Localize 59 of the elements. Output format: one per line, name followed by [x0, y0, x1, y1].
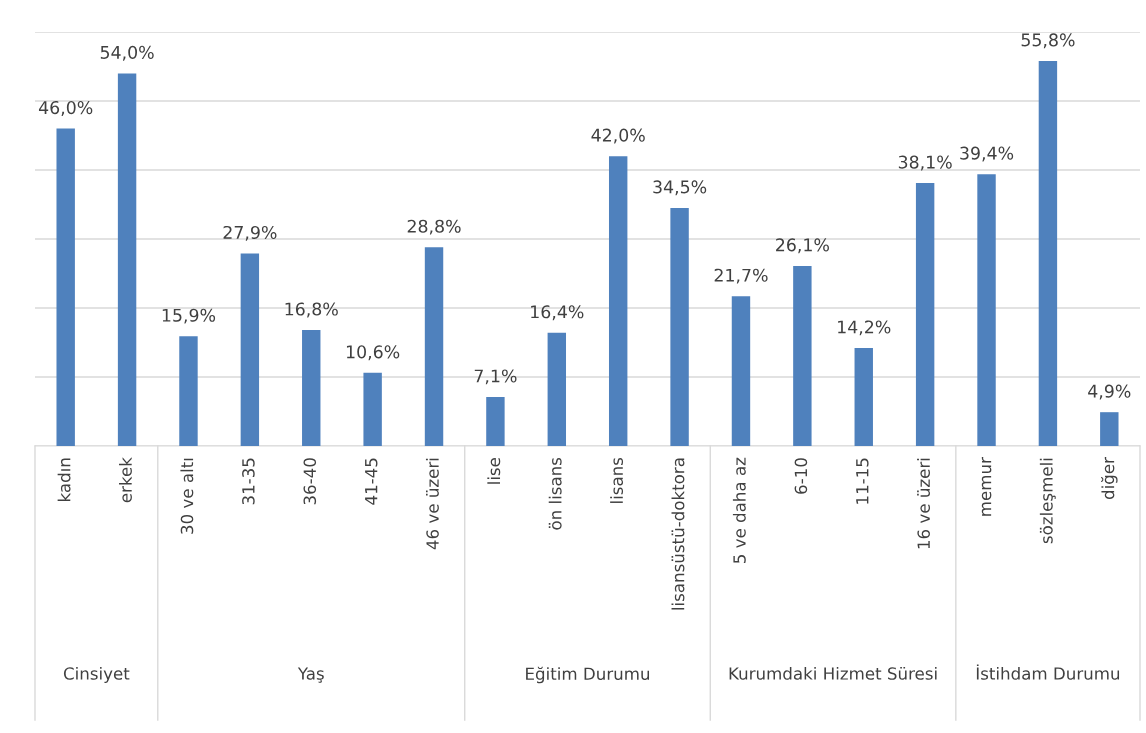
x-tick-label: 16 ve üzeri	[917, 458, 930, 549]
data-label: 55,8%	[1021, 33, 1075, 49]
data-label: 39,4%	[960, 146, 1014, 162]
data-label: 46,0%	[38, 100, 93, 116]
x-tick-label: 46 ve üzeri	[425, 458, 439, 550]
bar	[731, 296, 751, 446]
bar	[608, 156, 628, 446]
data-label: 10,6%	[346, 345, 400, 361]
x-tick-label: 41-45	[365, 458, 378, 505]
x-tick-label: 11-15	[856, 458, 869, 504]
bar	[1100, 412, 1119, 446]
bar	[424, 247, 444, 446]
data-label: 7,1%	[474, 369, 517, 385]
text: Cinsiyet	[63, 666, 130, 684]
x-tick-label: 30 ve altı	[180, 458, 194, 534]
text: Yaş	[297, 667, 324, 683]
data-label: 16,8%	[285, 302, 338, 318]
text: Eğitim Durumu	[526, 666, 650, 684]
bar	[302, 330, 321, 446]
text: İstihdam Durumu	[976, 664, 1120, 680]
data-label: 34,5%	[653, 180, 707, 196]
x-tick-label: lise	[487, 458, 501, 484]
x-tick-label: 6-10	[794, 458, 808, 494]
text: Kurumdaki Hizmet Süresi	[729, 666, 937, 680]
bar	[547, 332, 567, 446]
x-tick-label: erkek	[119, 457, 132, 503]
data-label: 38,1%	[898, 155, 952, 171]
bar	[793, 265, 812, 446]
x-tick-label: 5 ve daha az	[732, 457, 746, 563]
x-tick-label: sözleşmeli	[1039, 458, 1056, 544]
bar	[854, 348, 873, 446]
x-tick-label: diğer	[1101, 457, 1118, 500]
x-tick-label: 31-35	[242, 458, 255, 505]
x-tick-label: memur	[981, 457, 992, 516]
data-label: 4,9%	[1088, 384, 1131, 400]
x-tick-label: 36-40	[303, 458, 317, 505]
x-tick-label: kadın	[57, 458, 71, 501]
data-label: 28,8%	[407, 219, 461, 235]
data-label: 15,9%	[162, 308, 216, 324]
x-tick-label: ön lisans	[548, 457, 562, 530]
bar	[486, 397, 505, 446]
data-label: 26,1%	[776, 238, 829, 254]
x-tick-label: lisansüstü-doktora	[671, 458, 685, 610]
data-label: 21,7%	[714, 268, 768, 284]
bar	[915, 183, 935, 446]
x-tick-label: lisans	[610, 457, 624, 503]
bar	[670, 207, 689, 446]
bar	[179, 336, 198, 446]
data-label: 42,0%	[591, 128, 645, 144]
data-label: 27,9%	[223, 225, 277, 241]
bar	[240, 253, 260, 446]
bar	[977, 174, 996, 446]
bar	[1038, 60, 1058, 446]
data-label: 14,2%	[838, 320, 891, 336]
bar	[56, 128, 75, 446]
data-label: 54,0%	[100, 45, 154, 61]
data-label: 16,4%	[531, 305, 584, 321]
bar	[117, 73, 137, 446]
bar	[363, 372, 382, 446]
